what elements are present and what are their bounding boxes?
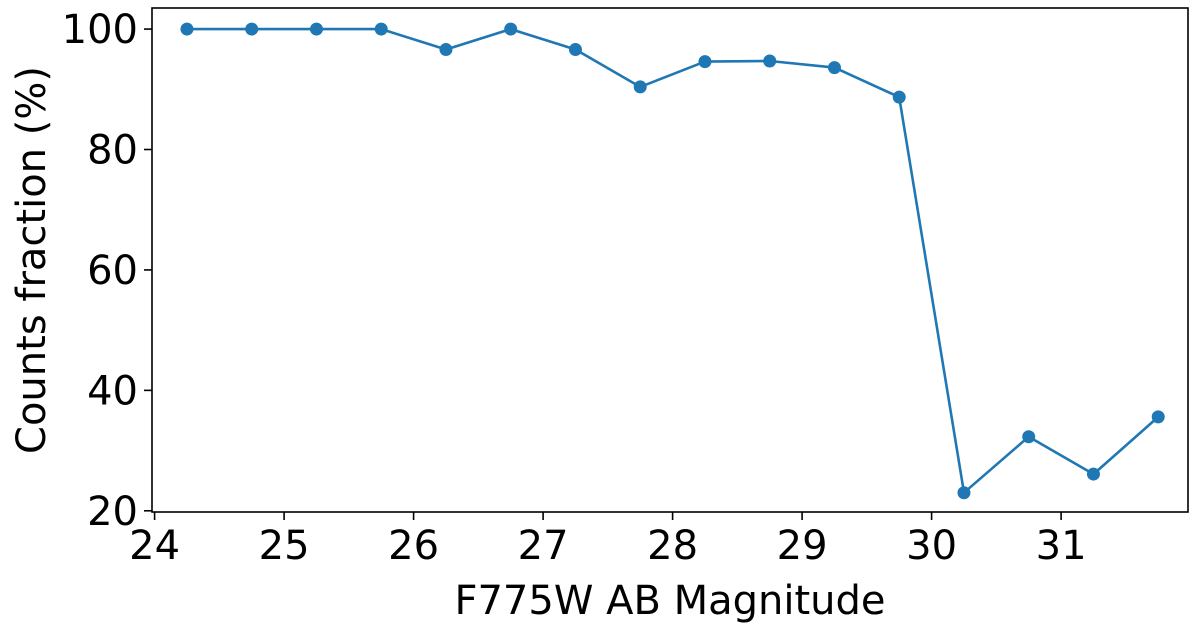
x-tick-label: 26 <box>388 523 439 569</box>
data-point <box>827 61 841 75</box>
y-axis-ticks: 20 40 60 80 100 <box>62 7 152 535</box>
data-point <box>309 22 323 36</box>
x-tick-label: 27 <box>518 523 569 569</box>
y-axis-title: Counts fraction (%) <box>9 66 55 454</box>
x-axis-title: F775W AB Magnitude <box>454 578 885 624</box>
data-point <box>1022 430 1036 444</box>
data-point <box>698 55 712 69</box>
x-tick-label: 24 <box>129 523 180 569</box>
y-tick-label: 80 <box>87 128 138 174</box>
data-point <box>633 80 647 94</box>
data-point <box>374 22 388 36</box>
data-point <box>439 43 453 57</box>
data-point <box>504 22 518 36</box>
series-line <box>187 27 1160 495</box>
data-point <box>763 54 777 68</box>
data-point <box>568 43 582 57</box>
x-tick-label: 29 <box>777 523 828 569</box>
y-tick-label: 20 <box>87 489 138 535</box>
series-layer <box>180 22 1165 500</box>
y-tick-label: 100 <box>62 7 138 53</box>
data-point <box>957 486 971 500</box>
y-tick-label: 40 <box>87 368 138 414</box>
x-tick-label: 30 <box>906 523 957 569</box>
plot-frame <box>151 7 1189 513</box>
x-tick-label: 25 <box>259 523 310 569</box>
data-point <box>1086 467 1100 481</box>
x-tick-label: 28 <box>647 523 698 569</box>
x-tick-label: 31 <box>1036 523 1087 569</box>
x-axis-ticks: 24 25 26 27 28 29 30 31 <box>129 512 1087 569</box>
data-point <box>180 22 194 36</box>
data-point <box>892 90 906 104</box>
plot-area: 24 25 26 27 28 29 30 31 20 40 60 80 100 <box>62 7 1189 569</box>
data-point <box>245 22 259 36</box>
data-point <box>1151 410 1165 424</box>
y-tick-label: 60 <box>87 248 138 294</box>
